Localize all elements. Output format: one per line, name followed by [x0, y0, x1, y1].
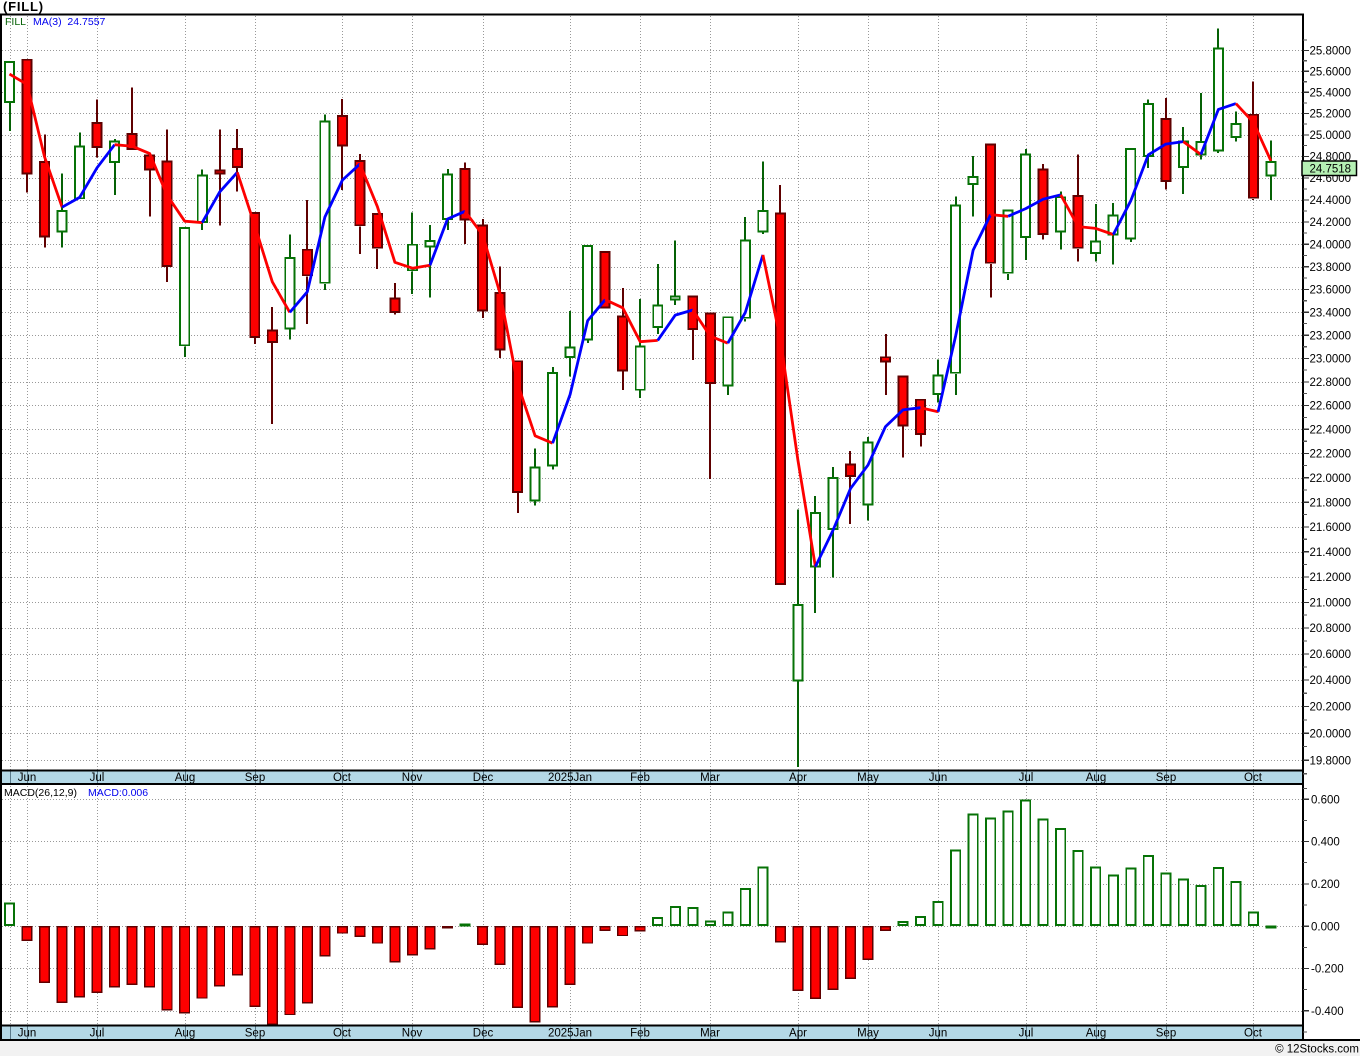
- svg-text:Sep: Sep: [245, 1028, 265, 1040]
- svg-text:0.600: 0.600: [1311, 794, 1340, 806]
- svg-text:24.7518: 24.7518: [1310, 164, 1352, 176]
- svg-text:Sep: Sep: [1156, 772, 1176, 784]
- svg-text:Mar: Mar: [700, 1028, 720, 1040]
- svg-text:-0.400: -0.400: [1311, 1006, 1344, 1018]
- svg-text:20.8000: 20.8000: [1310, 623, 1352, 635]
- svg-text:Nov: Nov: [402, 772, 423, 784]
- svg-text:24.2000: 24.2000: [1310, 217, 1352, 229]
- svg-text:22.8000: 22.8000: [1310, 377, 1352, 389]
- svg-text:20.6000: 20.6000: [1310, 649, 1352, 661]
- svg-text:22.0000: 22.0000: [1310, 473, 1352, 485]
- svg-text:24.0000: 24.0000: [1310, 239, 1352, 251]
- svg-text:Oct: Oct: [1244, 772, 1263, 784]
- svg-text:23.8000: 23.8000: [1310, 262, 1352, 274]
- svg-text:Oct: Oct: [333, 1028, 352, 1040]
- svg-text:21.6000: 21.6000: [1310, 522, 1352, 534]
- svg-text:0.000: 0.000: [1311, 921, 1340, 933]
- svg-text:2025Jan: 2025Jan: [548, 772, 592, 784]
- svg-text:25.4000: 25.4000: [1310, 87, 1352, 99]
- svg-text:22.2000: 22.2000: [1310, 449, 1352, 461]
- svg-text:21.0000: 21.0000: [1310, 598, 1352, 610]
- svg-text:22.6000: 22.6000: [1310, 401, 1352, 413]
- svg-text:Jun: Jun: [929, 772, 948, 784]
- svg-text:Aug: Aug: [175, 772, 195, 784]
- svg-text:20.0000: 20.0000: [1310, 728, 1352, 740]
- svg-text:MA(3) 24.7557: MA(3) 24.7557: [33, 16, 106, 28]
- svg-text:20.4000: 20.4000: [1310, 675, 1352, 687]
- svg-text:Jul: Jul: [90, 772, 105, 784]
- svg-text:23.6000: 23.6000: [1310, 285, 1352, 297]
- svg-text:Sep: Sep: [1156, 1028, 1176, 1040]
- svg-text:23.4000: 23.4000: [1310, 307, 1352, 319]
- svg-text:Mar: Mar: [700, 772, 720, 784]
- svg-text:MACD:0.006: MACD:0.006: [88, 787, 148, 799]
- svg-text:19.8000: 19.8000: [1310, 755, 1352, 767]
- svg-text:24.4000: 24.4000: [1310, 195, 1352, 207]
- svg-text:FILL: FILL: [5, 16, 26, 28]
- svg-text:May: May: [857, 772, 879, 784]
- svg-text:Nov: Nov: [402, 1028, 423, 1040]
- svg-text:© 12Stocks.com: © 12Stocks.com: [1275, 1044, 1359, 1056]
- svg-text:Aug: Aug: [1086, 1028, 1106, 1040]
- svg-text:0.400: 0.400: [1311, 837, 1340, 849]
- svg-text:25.6000: 25.6000: [1310, 66, 1352, 78]
- svg-text:Aug: Aug: [175, 1028, 195, 1040]
- svg-text:Apr: Apr: [789, 1028, 807, 1040]
- svg-text:Jul: Jul: [1019, 772, 1034, 784]
- svg-text:Jul: Jul: [90, 1028, 105, 1040]
- svg-text:23.0000: 23.0000: [1310, 354, 1352, 366]
- svg-text:21.4000: 21.4000: [1310, 547, 1352, 559]
- svg-text:25.2000: 25.2000: [1310, 109, 1352, 121]
- svg-text:Oct: Oct: [1244, 1028, 1263, 1040]
- svg-text:Aug: Aug: [1086, 772, 1106, 784]
- svg-text:2025Jan: 2025Jan: [548, 1028, 592, 1040]
- svg-text:Jun: Jun: [18, 772, 37, 784]
- svg-text:-0.200: -0.200: [1311, 964, 1344, 976]
- svg-text:MACD(26,12,9): MACD(26,12,9): [4, 787, 77, 799]
- svg-text:May: May: [857, 1028, 879, 1040]
- svg-text:Jul: Jul: [1019, 1028, 1034, 1040]
- svg-text:Sep: Sep: [245, 772, 265, 784]
- svg-text:25.0000: 25.0000: [1310, 130, 1352, 142]
- svg-text:Feb: Feb: [630, 772, 650, 784]
- svg-text:25.8000: 25.8000: [1310, 46, 1352, 58]
- svg-text:21.8000: 21.8000: [1310, 497, 1352, 509]
- svg-text:23.2000: 23.2000: [1310, 330, 1352, 342]
- svg-text:Feb: Feb: [630, 1028, 650, 1040]
- svg-text:Apr: Apr: [789, 772, 807, 784]
- svg-text:Jun: Jun: [18, 1028, 37, 1040]
- svg-text:22.4000: 22.4000: [1310, 424, 1352, 436]
- svg-text:Oct: Oct: [333, 772, 352, 784]
- svg-text:20.2000: 20.2000: [1310, 702, 1352, 714]
- svg-text:(FILL): (FILL): [3, 0, 44, 14]
- svg-text:21.2000: 21.2000: [1310, 572, 1352, 584]
- svg-text:Jun: Jun: [929, 1028, 948, 1040]
- svg-text:0.200: 0.200: [1311, 879, 1340, 891]
- svg-text:Dec: Dec: [473, 1028, 494, 1040]
- svg-text:Dec: Dec: [473, 772, 494, 784]
